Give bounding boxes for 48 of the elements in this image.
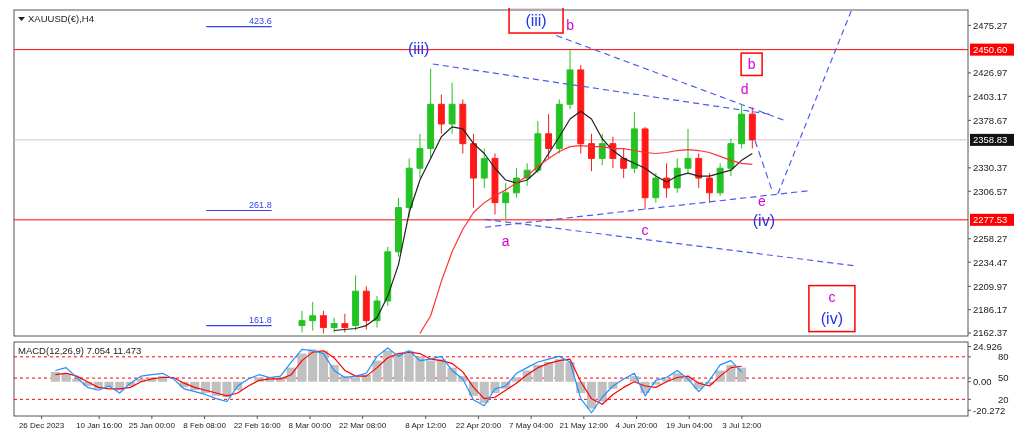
x-tick-label: 22 Feb 16:00 xyxy=(233,421,282,430)
x-tick-label: 3 Jul 12:00 xyxy=(722,421,763,430)
x-tick-label: 8 Apr 12:00 xyxy=(405,421,447,430)
y-tick-label: 2330.37 xyxy=(973,162,1008,174)
y-tick-label: 2426.97 xyxy=(973,67,1008,79)
y-tick-label: 2258.27 xyxy=(973,233,1008,245)
x-tick-label: 19 Jun 04:00 xyxy=(666,421,713,430)
y-tick-label: 2186.17 xyxy=(973,304,1008,315)
chart-title: XAUUSD(€),H4 xyxy=(28,13,94,24)
x-tick-label: 22 Mar 08:00 xyxy=(339,421,387,430)
series-label: 261.8 xyxy=(249,199,272,210)
chart-title: MACD(12,26,9) 7.054 11.473 xyxy=(18,345,142,356)
ref-line-label: 2277.53 xyxy=(973,214,1008,226)
annotation: a xyxy=(501,233,510,250)
y-tick-label: 2403.17 xyxy=(973,90,1008,102)
x-tick-label: 25 Jan 00:00 xyxy=(128,421,176,430)
annotation: e xyxy=(758,192,767,209)
ref-line-label: 2358.83 xyxy=(973,134,1008,146)
x-tick-label: 21 May 12:00 xyxy=(559,421,609,430)
y-tick-label: 2162.37 xyxy=(973,327,1008,339)
x-tick-label: 22 Apr 20:00 xyxy=(455,421,502,430)
annotation: c xyxy=(828,288,836,305)
series-label: 161.8 xyxy=(249,314,272,325)
x-tick-label: 8 Feb 08:00 xyxy=(183,421,227,430)
x-tick-label: 8 Mar 00:00 xyxy=(288,421,332,430)
y-tick-label: 0.00 xyxy=(973,376,992,388)
y-tick-label: -20.272 xyxy=(973,404,1006,416)
annotation: (iv) xyxy=(820,310,844,328)
y-tick-label: 2378.67 xyxy=(973,114,1008,126)
y2-tick-label: 80 xyxy=(998,351,1009,363)
x-tick-label: 26 Dec 2023 xyxy=(18,421,65,430)
y-tick-label: 24.926 xyxy=(973,340,1003,352)
y2-tick-label: 50 xyxy=(998,372,1009,384)
annotation: c xyxy=(641,222,649,239)
series-label: 423.6 xyxy=(249,15,272,26)
y-tick-label: 2234.47 xyxy=(973,256,1008,268)
y-tick-label: 2209.97 xyxy=(973,280,1008,292)
y-tick-label: 2475.27 xyxy=(973,19,1008,31)
annotation: b xyxy=(566,17,575,34)
x-tick-label: 4 Jun 20:00 xyxy=(615,421,658,430)
ref-line-label: 2450.60 xyxy=(973,43,1008,55)
x-tick-label: 10 Jan 16:00 xyxy=(76,421,123,430)
y-tick-label: 2306.57 xyxy=(973,185,1008,197)
annotation: (iii) xyxy=(525,11,547,29)
annotation: b xyxy=(747,56,756,73)
y2-tick-label: 20 xyxy=(998,393,1009,405)
x-tick-label: 7 May 04:00 xyxy=(509,421,554,430)
annotation: d xyxy=(740,81,749,98)
